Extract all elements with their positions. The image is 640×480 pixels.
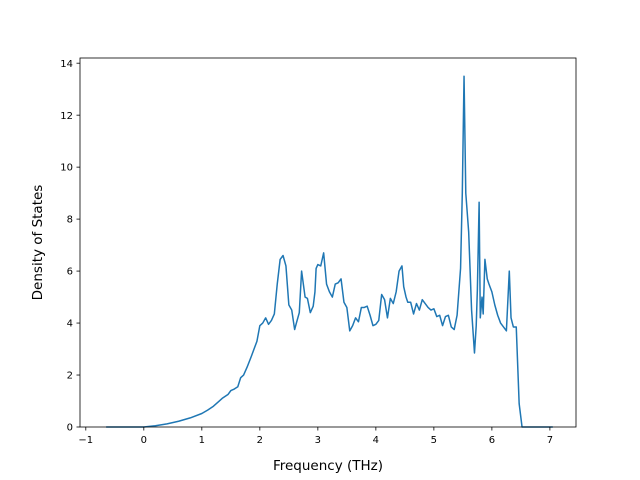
y-tick-label: 2 bbox=[67, 371, 73, 382]
x-tick-label: 6 bbox=[489, 435, 495, 446]
y-tick-label: 8 bbox=[67, 215, 73, 226]
y-tick-label: 0 bbox=[67, 423, 73, 434]
x-tick-label: −1 bbox=[78, 435, 93, 446]
x-axis-label: Frequency (THz) bbox=[273, 458, 383, 474]
x-tick-label: 2 bbox=[257, 435, 263, 446]
y-axis-label: Density of States bbox=[30, 185, 46, 301]
plot-area bbox=[79, 57, 577, 428]
y-tick-label: 4 bbox=[67, 319, 73, 330]
y-axis-ticks: 0 2 4 6 8 10 12 14 bbox=[60, 59, 80, 434]
x-axis-ticks: −1 0 1 2 3 4 5 6 7 bbox=[78, 427, 553, 446]
x-tick-label: 7 bbox=[547, 435, 553, 446]
x-tick-label: 5 bbox=[431, 435, 437, 446]
x-tick-label: 4 bbox=[373, 435, 379, 446]
axes-frame bbox=[79, 57, 577, 428]
x-tick-label: 3 bbox=[315, 435, 321, 446]
y-tick-label: 6 bbox=[67, 267, 73, 278]
x-tick-label: 0 bbox=[141, 435, 147, 446]
y-tick-label: 10 bbox=[60, 163, 73, 174]
dos-series-line bbox=[106, 75, 553, 428]
y-tick-label: 14 bbox=[60, 59, 73, 70]
x-tick-label: 1 bbox=[199, 435, 205, 446]
y-tick-label: 12 bbox=[60, 111, 73, 122]
